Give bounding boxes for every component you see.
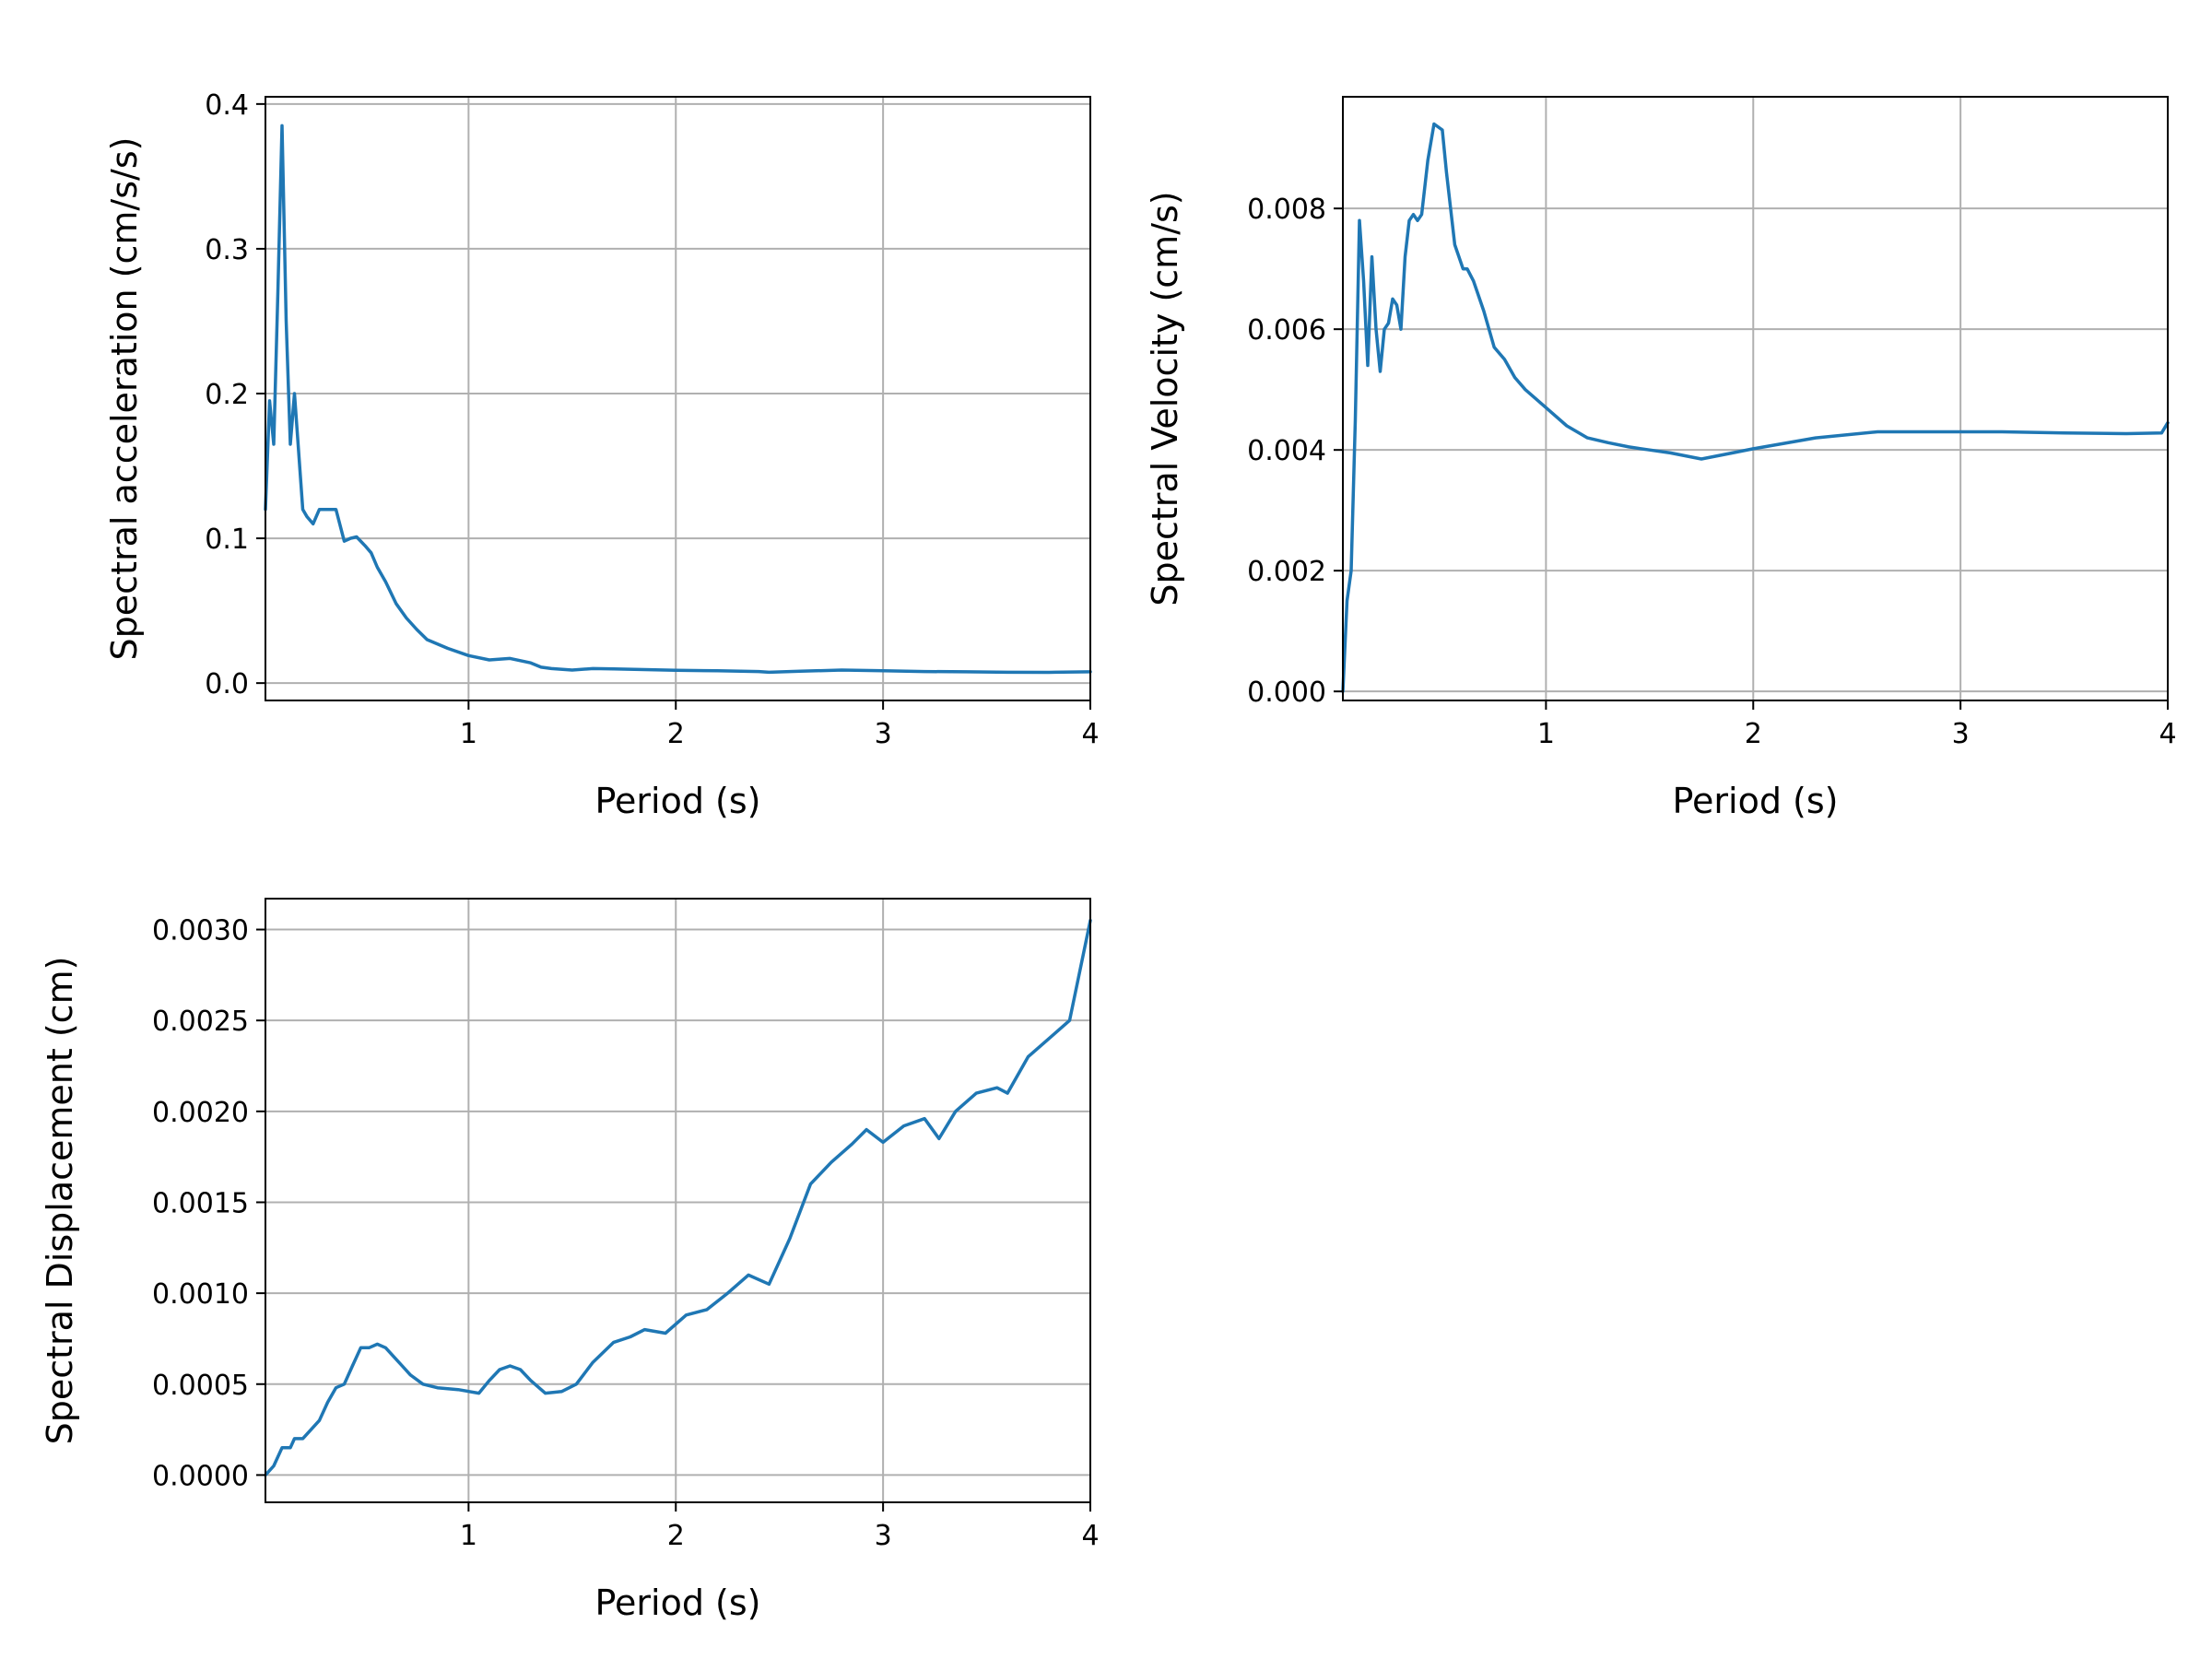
x-tick-label: 3 (1952, 718, 1970, 750)
y-tick-label: 0.002 (1247, 556, 1326, 588)
displacement-series-line (264, 918, 1092, 1477)
y-tick-label: 0.0000 (152, 1460, 249, 1492)
x-axis-ticks: 1 2 3 4 (460, 700, 1100, 750)
y-axis-ticks: 0.0 0.1 0.2 0.3 0.4 (205, 89, 265, 700)
x-tick-label: 4 (1081, 718, 1099, 750)
y-tick-label: 0.4 (205, 89, 249, 122)
x-tick-label: 3 (875, 718, 892, 750)
y-tick-label: 0.2 (205, 379, 249, 411)
x-tick-label: 2 (1745, 718, 1762, 750)
series-layer (264, 124, 1092, 675)
x-axis-label: Period (s) (1672, 781, 1838, 821)
x-axis-ticks: 1 2 3 4 (1537, 700, 2177, 750)
x-tick-label: 1 (1537, 718, 1555, 750)
y-tick-label: 0.1 (205, 524, 249, 556)
chart-panel-acceleration: 1 2 3 4 0.0 0.1 0.2 0.3 0.4 Period (s) Spectral… (104, 89, 1100, 821)
x-axis-label: Period (s) (594, 1583, 760, 1623)
y-tick-label: 0.0015 (152, 1187, 249, 1219)
plot-frame (265, 96, 1091, 701)
x-axis-label: Period (s) (594, 781, 760, 821)
y-axis-label: Spectral Velocity (cm/s) (1145, 191, 1185, 606)
x-axis-ticks: 1 2 3 4 (460, 1502, 1100, 1552)
y-tick-label: 0.0030 (152, 915, 249, 947)
x-tick-label: 1 (460, 1520, 477, 1552)
x-tick-label: 3 (875, 1520, 892, 1552)
x-tick-label: 4 (1081, 1520, 1099, 1552)
y-tick-label: 0.0020 (152, 1097, 249, 1129)
acceleration-series-line (264, 124, 1092, 675)
plot-frame (1342, 96, 2169, 701)
y-grid (265, 928, 1090, 1477)
y-tick-label: 0.0010 (152, 1278, 249, 1311)
y-tick-label: 0.004 (1247, 435, 1326, 467)
y-axis-label: Spectral acceleration (cm/s/s) (104, 137, 145, 661)
x-tick-label: 1 (460, 718, 477, 750)
series-layer (264, 918, 1092, 1477)
y-tick-label: 0.008 (1247, 194, 1326, 226)
y-grid (265, 102, 1090, 685)
y-tick-label: 0.0 (205, 668, 249, 700)
y-tick-label: 0.0025 (152, 1006, 249, 1038)
y-axis-ticks: 0.000 0.002 0.004 0.006 0.008 (1247, 194, 1343, 709)
plot-frame (265, 898, 1091, 1503)
x-grid (467, 899, 1091, 1502)
y-tick-label: 0.006 (1247, 314, 1326, 347)
series-layer (1341, 122, 2170, 693)
y-tick-label: 0.3 (205, 234, 249, 266)
y-axis-ticks: 0.0000 0.0005 0.0010 0.0015 0.0020 0.0025 0.00… (152, 915, 265, 1492)
y-axis-label: Spectral Displacement (cm) (40, 957, 80, 1445)
y-tick-label: 0.0005 (152, 1370, 249, 1402)
velocity-series-line (1341, 122, 2170, 693)
x-tick-label: 2 (667, 1520, 685, 1552)
x-grid (467, 97, 1091, 700)
x-tick-label: 4 (2159, 718, 2176, 750)
y-tick-label: 0.000 (1247, 677, 1326, 709)
x-tick-label: 2 (667, 718, 685, 750)
x-grid (1545, 97, 2169, 700)
chart-panel-displacement: 1 2 3 4 0.0000 0.0005 0.0010 0.0015 0.0020 0.002… (40, 898, 1100, 1623)
chart-panel-velocity: 1 2 3 4 0.000 0.002 0.004 0.006 0.008 Period (s… (1145, 96, 2177, 821)
